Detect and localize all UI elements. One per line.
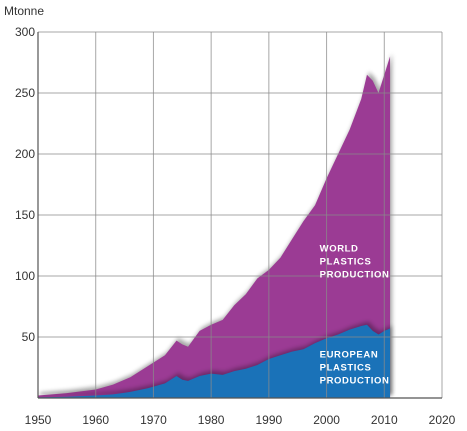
world-plastics-area bbox=[38, 56, 391, 399]
y-tick-label: 100 bbox=[15, 269, 35, 283]
x-tick-label: 1970 bbox=[140, 413, 167, 427]
x-tick-label: 1980 bbox=[198, 413, 225, 427]
world-series-label-line: WORLD bbox=[320, 244, 359, 255]
x-tick-label: 2000 bbox=[313, 413, 340, 427]
y-tick-label: 150 bbox=[15, 208, 35, 222]
x-tick-label: 1990 bbox=[256, 413, 283, 427]
x-tick-label: 2010 bbox=[371, 413, 398, 427]
europe-series-label-line: EUROPEAN bbox=[320, 350, 379, 361]
y-tick-label: 50 bbox=[22, 330, 36, 344]
europe-series-label: EUROPEAN PLASTICS PRODUCTION bbox=[320, 350, 390, 387]
europe-series-label-line: PLASTICS bbox=[320, 363, 372, 374]
world-series-label-line: PLASTICS bbox=[320, 257, 372, 268]
x-tick-label: 1950 bbox=[25, 413, 52, 427]
y-tick-label: 300 bbox=[15, 25, 35, 39]
x-tick-label: 2020 bbox=[429, 413, 456, 427]
y-tick-label: 200 bbox=[15, 147, 35, 161]
world-series-label: WORLD PLASTICS PRODUCTION bbox=[320, 244, 390, 281]
y-axis-unit-label: Mtonne bbox=[4, 4, 45, 18]
europe-series-label-line: PRODUCTION bbox=[320, 376, 390, 387]
european-plastics-area bbox=[38, 324, 391, 398]
x-tick-label: 1960 bbox=[82, 413, 109, 427]
y-tick-label: 250 bbox=[15, 86, 35, 100]
world-series-label-line: PRODUCTION bbox=[320, 270, 390, 281]
